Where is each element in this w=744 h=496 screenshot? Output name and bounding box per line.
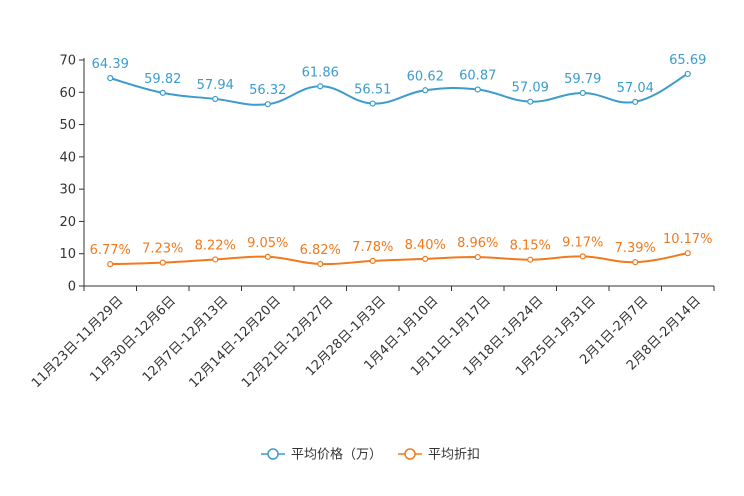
data-labels: 64.39 59.82 57.94 56.32 61.86 56.51 60.62 60.87… [90, 53, 713, 258]
x-tick-label: 11月23日-11月29日 [29, 294, 126, 391]
series-lines [109, 73, 689, 266]
y-tick-label: 70 [59, 54, 76, 69]
data-label: 60.87 [459, 68, 496, 83]
y-tick-label: 20 [59, 215, 76, 230]
data-point [422, 87, 429, 94]
data-label: 7.39% [615, 241, 656, 256]
series-points [107, 70, 691, 268]
data-label: 8.22% [195, 238, 236, 253]
data-label: 10.17% [663, 232, 713, 247]
data-label: 8.15% [510, 239, 551, 254]
data-label: 7.78% [352, 240, 393, 255]
y-tick-label: 40 [59, 150, 76, 165]
data-label: 60.62 [407, 69, 444, 84]
data-point [264, 101, 271, 108]
legend-swatch-marker [267, 448, 279, 460]
data-point [159, 259, 166, 266]
legend[interactable]: 平均价格（万） 平均折扣 [261, 447, 480, 463]
data-point [527, 256, 534, 263]
data-point [317, 260, 324, 268]
data-point [212, 256, 219, 263]
y-tick-label: 0 [68, 280, 76, 295]
data-label: 56.32 [249, 83, 286, 98]
data-label: 61.86 [302, 65, 339, 80]
x-tick-label: 12月21日-12月27日 [239, 294, 336, 391]
legend-label: 平均价格（万） [291, 447, 382, 463]
data-point [579, 89, 586, 97]
data-point [474, 253, 481, 261]
legend-item-0[interactable]: 平均价格（万） [261, 447, 382, 463]
data-label: 59.79 [564, 72, 601, 87]
data-point [422, 255, 429, 262]
legend-item-1[interactable]: 平均折扣 [398, 448, 480, 463]
legend-label: 平均折扣 [428, 448, 480, 463]
data-label: 6.82% [300, 243, 341, 258]
data-point [212, 95, 219, 103]
data-point [632, 98, 639, 105]
data-label: 6.77% [90, 243, 131, 258]
data-point [159, 89, 166, 96]
data-label: 56.51 [354, 83, 391, 98]
y-tick-label: 10 [59, 247, 76, 262]
y-tick-label: 50 [59, 118, 76, 133]
series-line-1 [110, 252, 688, 266]
data-point [684, 70, 691, 78]
data-label: 65.69 [669, 53, 706, 68]
data-point [474, 86, 481, 93]
data-point [369, 257, 376, 264]
data-label: 64.39 [92, 57, 129, 72]
data-point [684, 250, 691, 257]
data-point [107, 75, 114, 82]
data-label: 59.82 [144, 72, 181, 87]
data-label: 8.40% [405, 238, 446, 253]
data-label: 9.17% [562, 235, 603, 250]
data-point [317, 83, 324, 90]
data-label: 57.04 [617, 81, 654, 96]
data-point [527, 98, 534, 105]
y-tick-label: 60 [59, 86, 76, 101]
data-point [264, 253, 271, 260]
data-label: 57.09 [512, 81, 549, 96]
data-label: 9.05% [247, 236, 288, 251]
x-tick-label: 12月14日-12月20日 [186, 294, 283, 391]
data-point [107, 261, 114, 268]
data-label: 57.94 [197, 78, 234, 93]
legend-swatch-marker [404, 448, 416, 460]
y-tick-label: 30 [59, 183, 76, 198]
data-label: 7.23% [142, 242, 183, 257]
data-point [632, 259, 639, 266]
data-point [369, 100, 376, 107]
series-line-0 [109, 73, 689, 106]
data-label: 8.96% [457, 236, 498, 251]
data-point [579, 253, 586, 260]
